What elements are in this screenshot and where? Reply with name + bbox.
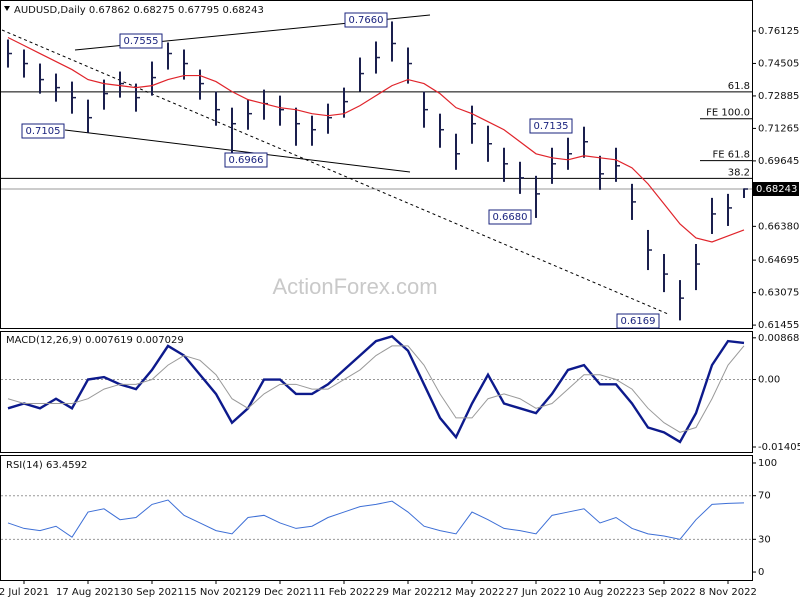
annotation: 0.7135 <box>534 121 569 132</box>
x-tick-label: 29 Mar 2022 <box>376 587 439 598</box>
x-tick-label: 2 Jul 2021 <box>0 587 49 598</box>
y-tick-label: 0.64695 <box>758 255 799 266</box>
series-line <box>7 345 745 433</box>
x-tick-label: 15 Nov 2021 <box>184 587 248 598</box>
y-tick-label: 0.008687 <box>758 333 800 344</box>
annotation-box <box>529 118 573 134</box>
x-tick-label: 10 Aug 2022 <box>568 587 632 598</box>
x-tick-label: 8 Nov 2022 <box>699 587 757 598</box>
annotation-box <box>616 313 660 329</box>
fe-label: FE 61.8 <box>712 150 750 161</box>
annotation: 0.6169 <box>621 316 656 327</box>
annotation-box <box>119 33 163 49</box>
fib-label: 38.2 <box>728 167 750 178</box>
y-tick-label: 0.66380 <box>758 221 799 232</box>
x-tick-label: 30 Sep 2021 <box>120 587 183 598</box>
trendline <box>64 129 411 173</box>
collapse-icon <box>4 6 10 11</box>
annotation: 0.7555 <box>124 36 159 47</box>
x-tick-label: 27 Jun 2022 <box>506 587 566 598</box>
y-tick-label: 0.00 <box>758 375 780 386</box>
trendline <box>1 29 669 315</box>
fe-label: FE 100.0 <box>706 108 750 119</box>
series-line <box>7 36 745 243</box>
annotation: 0.7105 <box>26 126 61 137</box>
y-tick-label: 0.69645 <box>758 156 799 167</box>
annotation-box <box>224 152 268 168</box>
y-tick-label: 0 <box>758 567 764 578</box>
watermark: ActionForex.com <box>272 274 437 299</box>
y-tick-label: 70 <box>758 491 771 502</box>
x-tick-label: 11 Feb 2022 <box>313 587 375 598</box>
last-price-label: 0.68243 <box>756 184 797 195</box>
annotation: 0.6966 <box>229 155 264 166</box>
macd-title: MACD(12,26,9) 0.007619 0.007029 <box>6 335 184 346</box>
last-price-box <box>752 181 799 196</box>
macd-panel <box>0 331 753 453</box>
y-tick-label: 0.63075 <box>758 288 799 299</box>
y-tick-label: 0.72885 <box>758 91 799 102</box>
rsi-title: RSI(14) 63.4592 <box>6 460 87 471</box>
annotation-box <box>21 123 65 139</box>
fib-label: 61.8 <box>728 81 750 92</box>
y-tick-label: 100 <box>758 458 777 469</box>
annotation-box <box>488 209 532 225</box>
annotation: 0.7660 <box>349 15 384 26</box>
price-panel <box>0 0 753 329</box>
rsi-panel <box>0 455 753 581</box>
series-line <box>7 334 745 444</box>
x-tick-label: 29 Dec 2021 <box>248 587 312 598</box>
y-tick-label: -0.014056 <box>758 442 800 453</box>
y-tick-label: 0.61455 <box>758 320 799 331</box>
series-line <box>7 499 745 540</box>
x-tick-label: 12 May 2022 <box>439 587 504 598</box>
chart-title: AUDUSD,Daily 0.67862 0.68275 0.67795 0.6… <box>14 5 264 16</box>
x-tick-label: 17 Aug 2021 <box>56 587 120 598</box>
x-tick-label: 23 Sep 2022 <box>632 587 695 598</box>
annotation: 0.6680 <box>493 212 528 223</box>
y-tick-label: 0.71265 <box>758 123 799 134</box>
y-tick-label: 0.76125 <box>758 26 799 37</box>
y-tick-label: 0.74505 <box>758 58 799 69</box>
y-tick-label: 30 <box>758 534 771 545</box>
annotation-box <box>344 12 388 28</box>
